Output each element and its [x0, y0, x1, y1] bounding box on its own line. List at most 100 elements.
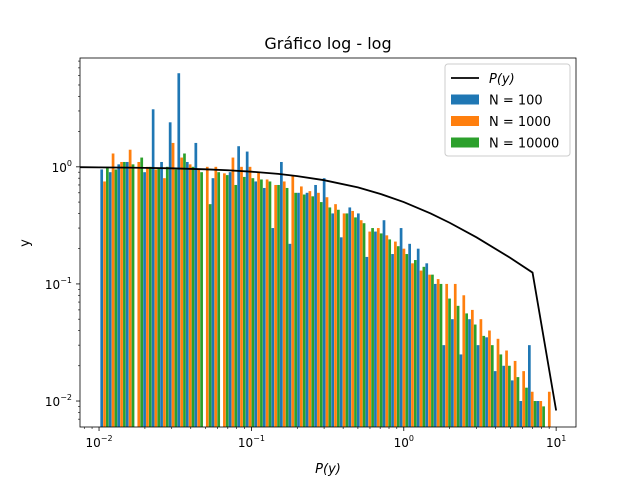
x-tick-label: 10−2 [85, 434, 112, 450]
bar-n-1000 [257, 172, 260, 427]
bar-n-10000 [328, 207, 332, 427]
bar-n-100 [288, 243, 292, 427]
bar-n-1000 [428, 274, 431, 427]
bar-n-100 [143, 172, 146, 427]
bar-n-1000 [394, 241, 397, 427]
bar-n-10000 [165, 166, 169, 427]
bar-n-1000 [128, 149, 132, 427]
y-tick-label: 100 [52, 159, 72, 175]
bar-n-100 [194, 142, 198, 427]
bar-n-100 [374, 231, 377, 427]
bar-n-10000 [405, 254, 409, 427]
bar-n-100 [211, 178, 215, 427]
legend-box [444, 63, 571, 157]
bar-n-10000 [140, 157, 144, 427]
bar-n-1000 [231, 157, 235, 427]
bar-n-1000 [488, 330, 491, 427]
legend-swatch [451, 116, 479, 126]
bar-n-1000 [445, 283, 449, 427]
bar-n-10000 [208, 204, 212, 427]
bar-n-100 [168, 122, 172, 427]
bar-n-100 [245, 151, 249, 427]
bar-n-10000 [311, 196, 315, 427]
bar-n-100 [305, 192, 309, 427]
bar-n-100 [476, 345, 480, 427]
bar-n-1000 [154, 169, 158, 427]
legend-swatch [451, 94, 479, 105]
bar-n-10000 [294, 192, 297, 427]
bar-n-100 [382, 220, 386, 427]
bar-n-10000 [183, 153, 186, 428]
bar-n-10000 [482, 335, 486, 427]
bar-n-10000 [148, 166, 152, 427]
bar-n-1000 [436, 279, 440, 427]
bar-n-100 [339, 237, 343, 427]
bar-n-100 [348, 207, 352, 427]
bar-n-1000 [530, 391, 534, 427]
curve-layer [79, 166, 558, 411]
bar-n-10000 [268, 181, 272, 427]
bar-n-100 [425, 263, 429, 427]
bar-n-10000 [499, 354, 503, 427]
bar-n-1000 [522, 371, 525, 427]
bar-n-10000 [191, 166, 195, 427]
bar-n-1000 [547, 391, 551, 427]
bar-n-10000 [473, 324, 477, 427]
bar-n-10000 [319, 202, 323, 427]
bar-n-1000 [411, 263, 414, 427]
bar-n-1000 [248, 166, 252, 427]
bar-n-100 [185, 161, 189, 428]
bar-n-1000 [299, 186, 303, 427]
bar-n-10000 [106, 166, 109, 427]
y-axis-ticks: 10−2 10−1 100 [45, 60, 80, 420]
bar-n-10000 [413, 260, 417, 427]
bar-n-100 [485, 337, 488, 427]
legend-label: N = 1000 [489, 115, 551, 130]
bar-n-100 [160, 161, 163, 428]
bar-n-10000 [362, 223, 366, 427]
bar-n-1000 [402, 248, 406, 427]
bar-n-1000 [120, 161, 123, 428]
bar-n-100 [271, 228, 275, 427]
bar-n-1000 [351, 210, 354, 427]
bar-n-1000 [479, 319, 483, 427]
bar-n-10000 [225, 175, 229, 427]
bar-n-10000 [542, 406, 545, 427]
bar-n-10000 [525, 387, 528, 427]
bar-n-100 [442, 345, 446, 427]
bar-n-1000 [282, 181, 286, 427]
bar-n-100 [391, 254, 394, 427]
bar-n-1000 [334, 204, 337, 427]
bar-n-1000 [539, 401, 543, 427]
bar-n-100 [528, 345, 531, 427]
bar-n-100 [519, 401, 523, 427]
bar-n-100 [416, 248, 420, 427]
bar-n-1000 [111, 153, 115, 428]
bar-n-10000 [251, 178, 255, 427]
bar-n-10000 [465, 313, 468, 427]
bar-n-100 [331, 213, 335, 427]
legend-label: P(y) [489, 72, 515, 87]
bar-n-1000 [163, 178, 166, 427]
bar-n-10000 [277, 184, 280, 427]
y-tick-label: 10−2 [45, 393, 72, 409]
p-y-curve [79, 166, 558, 411]
x-tick-label: 10−1 [238, 434, 265, 450]
bar-n-100 [451, 319, 454, 427]
bar-n-1000 [308, 191, 312, 427]
y-tick-label: 10−1 [45, 276, 72, 292]
bar-n-100 [536, 401, 540, 427]
bar-n-100 [280, 161, 283, 428]
bar-n-10000 [285, 187, 289, 427]
bar-n-1000 [462, 295, 466, 427]
bar-n-10000 [456, 305, 460, 427]
bar-n-1000 [205, 166, 209, 427]
bar-n-10000 [448, 298, 451, 427]
bar-n-1000 [265, 179, 269, 427]
bar-n-1000 [188, 164, 192, 427]
bar-n-10000 [422, 266, 426, 427]
bar-n-1000 [368, 231, 372, 427]
bar-n-100 [459, 354, 463, 427]
bar-n-1000 [197, 169, 201, 427]
bar-n-1000 [214, 166, 218, 427]
